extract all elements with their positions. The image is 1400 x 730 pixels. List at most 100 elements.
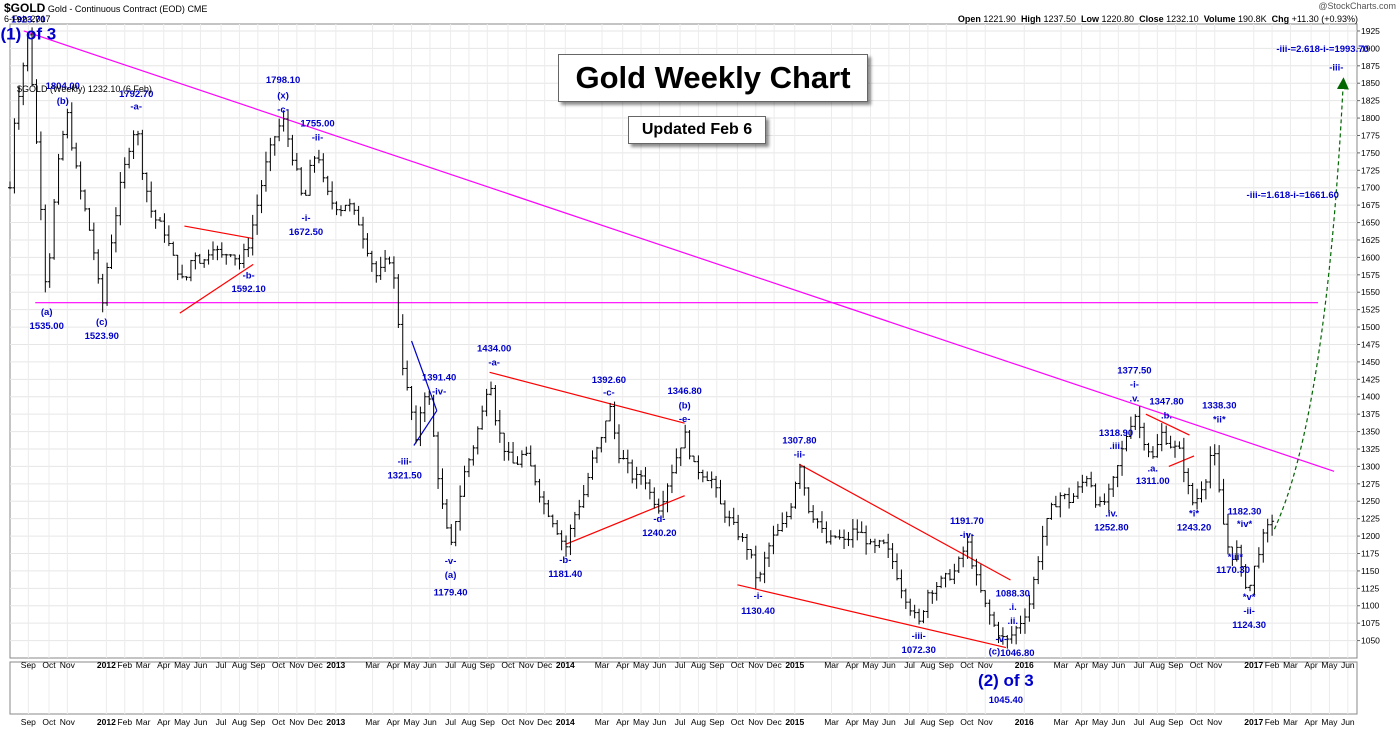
wave-label: 1377.50 (1117, 366, 1151, 377)
x-tick-label: Mar (1283, 660, 1298, 670)
x-tick-label-lower: Mar (365, 717, 380, 727)
wave-label: -c- (277, 104, 289, 115)
x-tick-label-lower: Nov (748, 717, 764, 727)
y-tick-label: 1575 (1361, 270, 1380, 280)
y-tick-label: 1675 (1361, 200, 1380, 210)
copyright: @StockCharts.com (1318, 1, 1396, 11)
x-tick-label: Oct (731, 660, 745, 670)
wave-label: 1072.30 (902, 645, 936, 656)
x-tick-label-lower: 2012 (97, 717, 116, 727)
x-tick-label: 2015 (785, 660, 804, 670)
wave-label: (b) (57, 96, 69, 107)
wave-label: 1923.70 (11, 15, 45, 26)
x-tick-label-lower: Jun (1111, 717, 1125, 727)
wave-label: 1347.80 (1149, 396, 1183, 407)
wave-label: *ii* (1213, 415, 1226, 426)
wave-label: -v- (996, 634, 1008, 645)
y-tick-label: 1625 (1361, 235, 1380, 245)
x-tick-label: Sep (480, 660, 495, 670)
y-tick-label: 1775 (1361, 130, 1380, 140)
x-tick-label-lower: Feb (1265, 717, 1280, 727)
x-tick-label: Mar (365, 660, 380, 670)
wave-label: *iii* (1228, 552, 1244, 563)
x-tick-label-lower: Apr (157, 717, 170, 727)
x-tick-label-lower: Aug (920, 717, 935, 727)
volume-label: Volume (1203, 14, 1236, 24)
x-tick-label: Jun (882, 660, 896, 670)
wave-label: -e- (679, 414, 691, 425)
x-tick-label: Sep (1168, 660, 1183, 670)
x-tick-label: Aug (691, 660, 706, 670)
x-tick-label: Dec (537, 660, 553, 670)
y-tick-label: 1650 (1361, 218, 1380, 228)
x-tick-label: Mar (1054, 660, 1069, 670)
x-tick-label: Dec (308, 660, 324, 670)
x-tick-label-lower: Oct (731, 717, 745, 727)
y-tick-label: 1100 (1361, 601, 1380, 611)
x-tick-label: Jun (1111, 660, 1125, 670)
wave-label: (x) (277, 91, 289, 102)
wave-label: 1535.00 (30, 321, 64, 332)
x-tick-label-lower: Sep (939, 717, 954, 727)
y-tick-label: 1800 (1361, 113, 1380, 123)
x-tick-label-lower: Mar (1054, 717, 1069, 727)
x-tick-label: May (862, 660, 879, 670)
x-tick-label: May (404, 660, 421, 670)
y-tick-label: 1450 (1361, 357, 1380, 367)
wave-label: 1130.40 (741, 606, 775, 617)
y-tick-label: 1150 (1361, 566, 1380, 576)
y-tick-label: 1425 (1361, 374, 1380, 384)
x-tick-label-lower: May (1092, 717, 1109, 727)
wave-label: -a- (488, 357, 500, 368)
x-tick-label-lower: Oct (272, 717, 286, 727)
x-tick-label-lower: Jul (445, 717, 456, 727)
wave-label: -b- (243, 270, 255, 281)
x-tick-label-lower: Jun (882, 717, 896, 727)
x-tick-label: May (1321, 660, 1338, 670)
x-tick-label-lower: May (633, 717, 650, 727)
x-tick-label-lower: Jun (423, 717, 437, 727)
trendline-channel-2014-bottom (565, 495, 685, 545)
x-tick-label-lower: May (174, 717, 191, 727)
x-tick-label: Sep (709, 660, 724, 670)
x-tick-label-lower: Nov (519, 717, 535, 727)
x-tick-label-lower: Jun (653, 717, 667, 727)
x-tick-label-lower: Mar (136, 717, 151, 727)
wave-label: 1391.40 (422, 373, 456, 384)
lower-panel (9, 661, 1358, 715)
wave-label: -c- (603, 387, 615, 398)
x-tick-label-lower: Nov (60, 717, 76, 727)
wave-label: 1124.30 (1232, 620, 1266, 631)
wave-2-value: 1045.40 (989, 695, 1023, 706)
wave-label: 1046.80 (1000, 648, 1034, 659)
trendline-channel-2015-top (799, 463, 1011, 581)
wave-label: 1523.90 (85, 331, 119, 342)
wave-label: -a- (130, 102, 142, 113)
wave-label: 1392.60 (592, 375, 626, 386)
y-tick-label: 1550 (1361, 287, 1380, 297)
x-tick-label-lower: Dec (767, 717, 783, 727)
x-tick-label-lower: 2015 (785, 717, 804, 727)
x-tick-label-lower: Nov (289, 717, 305, 727)
y-tick-label: 1525 (1361, 305, 1380, 315)
wave-label: (a) (41, 307, 53, 318)
wave-label: 1181.40 (548, 569, 582, 580)
wave-label: -ii- (1243, 606, 1255, 617)
wave-label: (a) (445, 570, 457, 581)
y-tick-label: 1175 (1361, 548, 1380, 558)
x-tick-label: Oct (960, 660, 974, 670)
wave-label: 1243.20 (1177, 523, 1211, 534)
wave-label: -iii-=1.618-i-=1661.60 (1247, 190, 1339, 201)
x-tick-label: Aug (1150, 660, 1165, 670)
y-tick-label: 1375 (1361, 409, 1380, 419)
x-tick-label-lower: Jun (1341, 717, 1355, 727)
wave-label: -ii- (312, 132, 324, 143)
x-tick-label: Apr (1075, 660, 1088, 670)
volume-value: 190.8K (1238, 14, 1267, 24)
x-tick-label-lower: Feb (117, 717, 132, 727)
trendline-upper-resistance (23, 30, 1335, 472)
x-tick-label: Mar (136, 660, 151, 670)
chart-legend: $GOLD (Weekly) 1232.10 (6 Feb) (17, 84, 152, 94)
x-tick-label-lower: Nov (1207, 717, 1223, 727)
